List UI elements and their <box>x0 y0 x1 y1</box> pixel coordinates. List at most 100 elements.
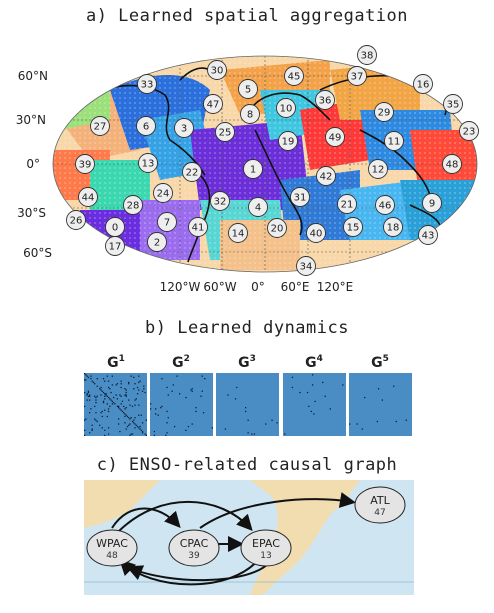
region-node-id: 38 <box>361 51 374 62</box>
region-node-id: 18 <box>387 223 400 234</box>
region-node-id: 23 <box>463 127 476 138</box>
region-node-id: 34 <box>300 262 313 273</box>
region-node: 24 <box>154 184 173 203</box>
region-node: 49 <box>326 128 345 147</box>
region-node-id: 20 <box>271 224 284 235</box>
region-node-id: 9 <box>429 199 435 210</box>
region-node: 36 <box>316 91 335 110</box>
region-node-id: 40 <box>310 229 323 240</box>
region-node-id: 33 <box>141 80 154 91</box>
cg-node-name: ATL <box>370 494 390 507</box>
region-node: 13 <box>139 154 158 173</box>
cg-node: ATL 47 <box>355 487 405 523</box>
matrix-label: G4 <box>305 354 323 371</box>
region-node-id: 31 <box>294 193 307 204</box>
causal-graph-panel: WPAC 48 CPAC 39 EPAC 13 ATL 47 <box>84 480 414 595</box>
region-node-id: 27 <box>94 122 107 133</box>
region-node: 12 <box>369 160 388 179</box>
cg-node-name: WPAC <box>96 537 128 550</box>
region-node-id: 6 <box>143 122 149 133</box>
adjacency-matrix <box>349 373 412 436</box>
region-node-id: 10 <box>280 104 293 115</box>
region-node-id: 13 <box>142 159 155 170</box>
region-node: 1 <box>244 160 263 179</box>
region-node: 6 <box>137 117 156 136</box>
cg-node-name: EPAC <box>252 537 280 550</box>
region-node: 23 <box>460 122 479 141</box>
region-node-id: 22 <box>186 168 199 179</box>
region-node: 33 <box>138 75 157 94</box>
region-node-id: 12 <box>372 165 385 176</box>
region-node: 31 <box>291 188 310 207</box>
matrix-label: G2 <box>172 354 190 371</box>
region-node-id: 39 <box>79 160 92 171</box>
region-node: 21 <box>338 195 357 214</box>
region-node: 15 <box>344 218 363 237</box>
region-node: 32 <box>211 192 230 211</box>
region-node-id: 35 <box>447 100 460 111</box>
region-node: 5 <box>239 80 258 99</box>
region-node-id: 26 <box>70 216 83 227</box>
region-node: 20 <box>268 219 287 238</box>
region-node-id: 36 <box>319 96 332 107</box>
adjacency-matrix <box>283 373 346 436</box>
region-node-id: 4 <box>255 203 261 214</box>
region-node-id: 25 <box>219 128 232 139</box>
cg-node: CPAC 39 <box>169 530 219 566</box>
region-node: 22 <box>183 163 202 182</box>
cg-node-id: 39 <box>188 551 200 561</box>
region-node-id: 14 <box>232 229 245 240</box>
region-node: 40 <box>307 224 326 243</box>
region-node: 47 <box>204 95 223 114</box>
adjacency-matrix <box>216 373 279 436</box>
cg-node: EPAC 13 <box>241 530 291 566</box>
region-node: 2 <box>148 233 167 252</box>
region-node-id: 5 <box>245 85 251 96</box>
region-node-id: 24 <box>157 189 170 200</box>
cg-node-id: 47 <box>374 508 385 518</box>
region-node-id: 21 <box>341 200 354 211</box>
region-node-id: 46 <box>379 201 392 212</box>
region-node-id: 45 <box>288 72 301 83</box>
region-node-id: 28 <box>127 201 140 212</box>
region-node-id: 41 <box>192 223 205 234</box>
adjacency-matrix <box>150 373 213 436</box>
region-node-id: 19 <box>282 137 295 148</box>
region-node-id: 47 <box>207 100 220 111</box>
region-node-id: 2 <box>154 238 160 249</box>
region-node: 44 <box>79 188 98 207</box>
region-node: 46 <box>376 196 395 215</box>
adjacency-matrix <box>84 373 147 436</box>
region-node: 48 <box>443 155 462 174</box>
lat-label: 60°S <box>23 246 52 260</box>
lon-label: 120°W <box>160 280 201 294</box>
lon-label: 60°W <box>203 280 236 294</box>
region-node-id: 29 <box>378 108 391 119</box>
lon-label: 0° <box>251 280 265 294</box>
region-node: 10 <box>277 99 296 118</box>
cg-node-id: 48 <box>106 551 118 561</box>
region-node: 27 <box>91 117 110 136</box>
region-node: 38 <box>358 46 377 65</box>
region-node: 14 <box>229 224 248 243</box>
region-node: 41 <box>189 218 208 237</box>
world-map: 60°N 30°N 0° 30°S 60°S 120°W 60°W 0° 60°… <box>16 46 494 295</box>
cg-node-name: CPAC <box>180 537 209 550</box>
matrix-label: G5 <box>371 354 389 371</box>
region-node-id: 8 <box>247 110 253 121</box>
lat-label: 60°N <box>18 69 48 83</box>
region-node-id: 37 <box>351 72 364 83</box>
region-node: 28 <box>124 196 143 215</box>
region-node: 45 <box>285 67 304 86</box>
region-node: 0 <box>106 218 125 237</box>
region-node-id: 1 <box>250 165 256 176</box>
region-node: 7 <box>158 213 177 232</box>
matrix-label: G1 <box>107 354 125 371</box>
region-node: 11 <box>385 132 404 151</box>
region-node: 4 <box>249 198 268 217</box>
region-node-id: 49 <box>329 133 342 144</box>
region-node: 37 <box>348 67 367 86</box>
region-node-id: 42 <box>320 172 333 183</box>
region-node-id: 3 <box>181 124 187 135</box>
region-node-id: 0 <box>112 223 118 234</box>
